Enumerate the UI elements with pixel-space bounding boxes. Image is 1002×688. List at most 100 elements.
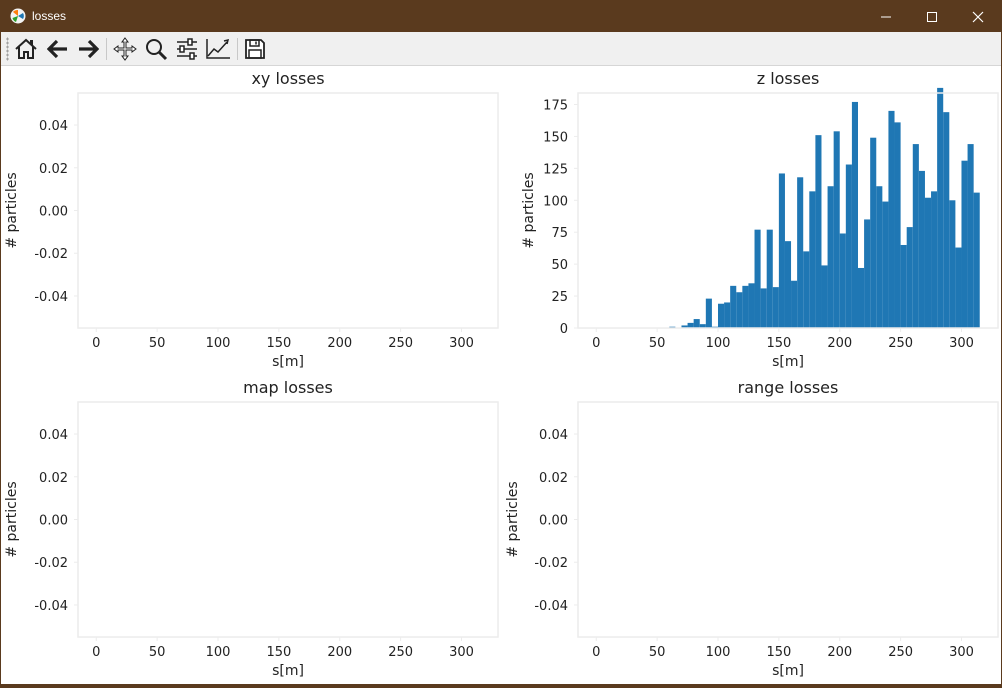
figure-svg: 0 50 100 150 200 250 3000.040.020.00-0.02-0.04… (4, 69, 999, 679)
navigation-toolbar (1, 32, 1001, 66)
maximize-button[interactable] (909, 1, 955, 32)
close-button[interactable] (955, 1, 1001, 32)
x-tick-label: 250 (388, 336, 413, 351)
histogram-bar (894, 122, 901, 328)
y-tick-label: 0 (560, 322, 568, 337)
histogram-bar (718, 303, 725, 328)
x-tick-label: 250 (888, 645, 913, 660)
zoom-icon (146, 39, 168, 61)
minimize-button[interactable] (863, 1, 909, 32)
histogram-bar (791, 280, 798, 328)
histogram-bar (949, 200, 956, 328)
histogram-bar (809, 191, 816, 328)
histogram-bar (736, 292, 743, 328)
y-tick-label: -0.04 (34, 290, 68, 305)
histogram-bar (955, 247, 962, 328)
y-tick-label: -0.04 (34, 599, 68, 614)
y-tick-label: 0.00 (539, 514, 568, 529)
back-button[interactable] (45, 36, 71, 62)
histogram-bar (839, 233, 846, 328)
histogram-bar (918, 170, 925, 328)
y-axis-label: # particles (505, 481, 521, 557)
maximize-icon (927, 11, 937, 22)
x-tick-label: 100 (206, 336, 231, 351)
x-tick-label: 50 (149, 645, 166, 660)
x-tick-label: 250 (388, 645, 413, 660)
y-tick-label: 0.04 (39, 119, 68, 134)
histogram-bar (693, 319, 700, 328)
histogram-bar (961, 160, 968, 328)
x-axis-label: s[m] (772, 663, 804, 679)
x-tick-label: 150 (766, 645, 791, 660)
histogram-bar (827, 186, 834, 328)
x-tick-label: 100 (706, 336, 731, 351)
x-tick-label: 50 (149, 336, 166, 351)
home-button[interactable] (13, 36, 39, 62)
y-tick-label: 100 (543, 194, 568, 209)
home-icon (15, 38, 37, 59)
histogram-bar (888, 110, 895, 328)
x-tick-label: 100 (706, 645, 731, 660)
y-tick-label: -0.02 (34, 247, 68, 262)
save-button[interactable] (242, 36, 268, 62)
histogram-bar (870, 137, 877, 328)
histogram-bar (748, 283, 755, 328)
chart-title: map losses (243, 378, 333, 397)
axes-frame (577, 92, 999, 329)
minimize-icon (881, 16, 891, 17)
histogram-bar (973, 192, 980, 328)
y-tick-label: 0.00 (39, 514, 68, 529)
x-tick-label: 200 (827, 645, 852, 660)
y-tick-label: -0.04 (534, 599, 568, 614)
x-tick-label: 300 (949, 336, 974, 351)
y-tick-label: -0.02 (34, 556, 68, 571)
histogram-bar (730, 285, 737, 328)
histogram-bar (845, 164, 852, 328)
forward-button[interactable] (75, 36, 101, 62)
histogram-bar (882, 201, 889, 328)
histogram-bar (864, 219, 871, 328)
y-tick-label: 125 (543, 162, 568, 177)
toolbar-grip[interactable] (6, 37, 9, 61)
histogram-bar (912, 144, 919, 328)
figure-canvas[interactable]: 0 50 100 150 200 250 300 0.04 0.02 0.00 -0.02 -0.04… (1, 66, 1001, 684)
y-tick-label: 150 (543, 130, 568, 145)
histogram-bar (699, 324, 706, 328)
x-tick-label: 0 (592, 336, 600, 351)
title-bar[interactable]: losses (1, 1, 1001, 32)
x-tick-label: 150 (266, 645, 291, 660)
x-axis-label: s[m] (272, 663, 304, 679)
histogram-bar (924, 197, 932, 328)
x-tick-label: 150 (266, 336, 291, 351)
x-tick-label: 300 (449, 645, 474, 660)
y-tick-label: 0.04 (539, 428, 568, 443)
histogram-bar (772, 287, 779, 328)
y-axis-label: # particles (4, 481, 20, 557)
zoom-button[interactable] (143, 36, 169, 62)
histogram-bar (760, 288, 767, 328)
histogram-bar (754, 229, 761, 328)
histogram-bar (858, 267, 865, 328)
histogram-bar (742, 285, 749, 328)
x-axis-label: s[m] (272, 354, 304, 370)
sliders-icon (177, 38, 197, 60)
chart-title: z losses (757, 69, 820, 88)
y-tick-label: 75 (551, 226, 568, 241)
y-tick-label: -0.02 (534, 556, 568, 571)
histogram-bar (937, 87, 944, 329)
y-tick-label: 175 (543, 98, 568, 113)
x-axis-label: s[m] (772, 354, 804, 370)
subplots-button[interactable] (174, 36, 200, 62)
move-icon (113, 37, 137, 61)
customize-button[interactable] (205, 36, 231, 62)
histogram-bar (815, 135, 822, 328)
histogram-bar (705, 298, 712, 328)
pan-button[interactable] (112, 36, 138, 62)
y-tick-label: 50 (551, 258, 568, 273)
x-tick-label: 200 (327, 336, 352, 351)
x-tick-label: 0 (92, 645, 100, 660)
toolbar-separator (106, 38, 107, 60)
close-icon (972, 11, 984, 22)
y-axis-label: # particles (4, 172, 20, 248)
